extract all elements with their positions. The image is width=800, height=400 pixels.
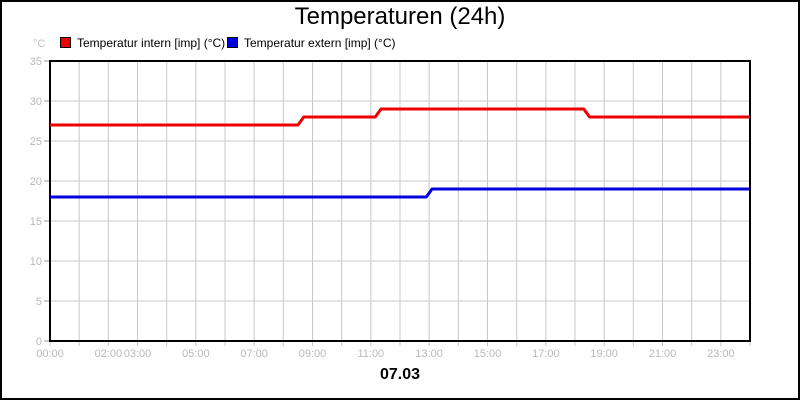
gridlines	[49, 61, 751, 346]
legend-label-intern: Temperatur intern [imp] (°C)	[77, 36, 226, 50]
y-tick-label: 15	[30, 216, 42, 228]
y-tick-label: 25	[30, 136, 42, 148]
series-line-extern	[50, 187, 750, 199]
x-tick-label: 23:00	[707, 348, 735, 360]
legend-item-extern: Temperatur extern [imp] (°C)	[227, 37, 396, 51]
y-axis-unit-label: °C	[33, 38, 46, 50]
x-tick-label: 03:00	[124, 348, 152, 360]
x-tick-label: 19:00	[590, 348, 618, 360]
series-line-intern	[50, 107, 750, 127]
y-tick-label: 10	[30, 256, 42, 268]
x-tick-label: 11:00	[357, 348, 384, 360]
x-tick-label: 15:00	[474, 348, 502, 360]
x-tick-label: 07:00	[240, 348, 268, 360]
y-tick-label: 35	[30, 56, 42, 68]
legend-swatch-extern-icon	[227, 37, 238, 48]
x-axis-tick-labels: 00:00 02:00 03:00 05:00 07:00 09:00 11:00 13:00…	[36, 348, 734, 360]
x-tick-label: 21:00	[649, 348, 677, 360]
y-tick-label: 0	[36, 336, 42, 348]
plot-frame	[49, 60, 751, 342]
x-tick-label: 17:00	[532, 348, 560, 360]
x-tick-label: 09:00	[299, 348, 327, 360]
x-tick-label: 05:00	[182, 348, 210, 360]
x-tick-label: 13:00	[415, 348, 443, 360]
x-axis-date-label: 07.03	[379, 366, 421, 383]
legend-item-intern: Temperatur intern [imp] (°C)	[60, 37, 225, 51]
legend-swatch-intern-icon	[60, 37, 71, 48]
legend-label-extern: Temperatur extern [imp] (°C)	[244, 36, 396, 50]
y-axis-tick-labels: 0 5 10 15 20 25 30 35	[30, 56, 42, 348]
y-tick-label: 5	[36, 296, 42, 308]
x-tick-label: 02:00	[95, 348, 123, 360]
chart-title: Temperaturen (24h)	[294, 3, 506, 30]
x-tick-label: 00:00	[36, 348, 64, 360]
y-tick-label: 20	[30, 176, 42, 188]
y-tick-label: 30	[30, 96, 42, 108]
